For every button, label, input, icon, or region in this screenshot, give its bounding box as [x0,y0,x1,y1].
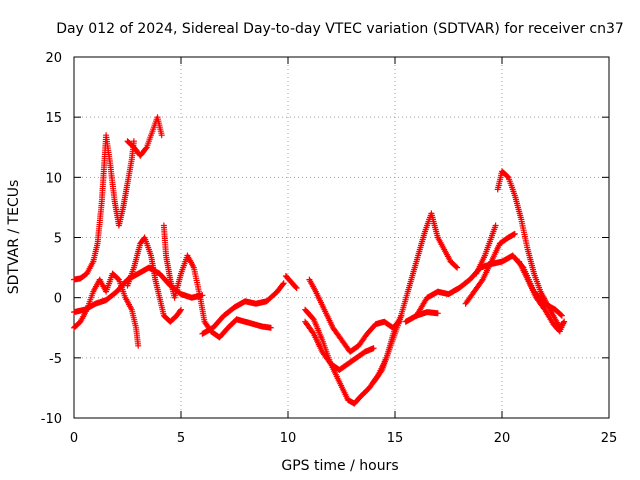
series-sat-i [302,306,405,407]
x-tick-label: 5 [177,431,185,446]
x-tick-label: 20 [494,431,511,446]
series-sat-g [199,280,287,337]
series-sat-r [516,258,568,335]
plus-markers [282,273,300,291]
y-tick-label: 10 [45,171,62,186]
series-sat-d [71,264,206,316]
x-tick-label: 25 [601,431,618,446]
plus-markers [71,270,142,349]
plus-markers [516,258,568,335]
plus-markers [473,222,499,277]
plus-markers [302,318,377,373]
x-tick-label: 0 [70,431,78,446]
plus-markers [199,280,287,337]
x-tick-label: 10 [280,431,297,446]
plus-markers [413,309,441,319]
series-sat-k [306,276,403,355]
series-sat-b [124,114,165,159]
y-tick-label: -10 [41,412,62,427]
series-sat-e [124,234,184,325]
x-tick-label: 15 [387,431,404,446]
series-sat-n [413,309,441,319]
plus-markers [302,306,405,407]
y-tick-label: 5 [54,232,62,247]
data-marks [71,114,568,407]
series-sat-j [302,318,377,373]
y-tick-label: 0 [54,292,62,307]
series-sat-o [462,230,518,307]
series-sat-l [370,210,461,385]
plus-markers [124,234,184,325]
plus-markers [494,168,568,331]
y-tick-label: 20 [45,51,62,66]
y-tick-label: -5 [49,352,62,367]
plus-markers [306,276,403,355]
series-sat-f [160,222,274,341]
x-axis-label: GPS time / hours [281,458,398,474]
chart-title: Day 012 of 2024, Sidereal Day-to-day VTE… [56,21,624,37]
grid-lines [74,57,609,418]
axis-ticks: 0 5 10 15 20 25 -10 -5 0 5 10 15 20 [41,51,618,446]
plus-markers [71,264,206,316]
plus-markers [71,132,137,283]
plus-markers [462,230,518,307]
series-sat-p [473,222,499,277]
y-axis-label: SDTVAR / TECUs [6,180,22,295]
series-sat-q [494,168,568,331]
series-sat-a [71,132,137,283]
plus-markers [160,222,274,341]
series-sat-c [71,270,142,349]
series-sat-h [282,273,300,291]
plus-markers [124,114,165,159]
plus-markers [370,210,461,385]
y-tick-label: 15 [45,111,62,126]
